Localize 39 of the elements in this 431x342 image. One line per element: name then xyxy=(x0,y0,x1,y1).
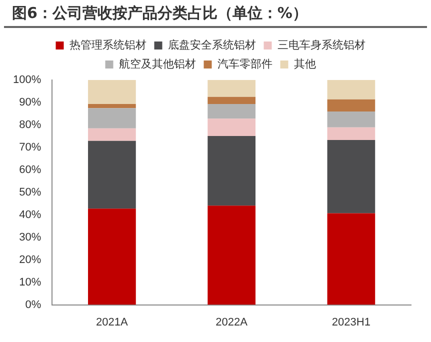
y-tick-label: 0% xyxy=(25,298,42,311)
bar xyxy=(208,80,256,97)
legend-label: 三电车身系统铝材 xyxy=(277,38,366,52)
legend-label: 汽车零部件 xyxy=(217,58,272,71)
y-tick-label: 100% xyxy=(12,74,42,86)
y-tick-label: 10% xyxy=(19,276,42,288)
bar xyxy=(327,213,376,305)
bar xyxy=(208,206,256,305)
legend-label: 热管理系统铝材 xyxy=(69,38,146,52)
chart-title: 图6：公司营收按产品分类占比（单位：%） xyxy=(4,0,427,28)
bar xyxy=(88,104,136,108)
legend-label: 其他 xyxy=(294,58,316,71)
bar xyxy=(327,80,376,100)
bar xyxy=(327,111,376,128)
legend-label: 底盘安全系统铝材 xyxy=(168,38,256,52)
x-tick-label: 2023H1 xyxy=(332,316,370,328)
bar xyxy=(208,118,256,136)
bar xyxy=(88,140,136,209)
bar xyxy=(88,208,136,305)
bar xyxy=(208,104,256,119)
bar xyxy=(327,127,376,140)
bar xyxy=(327,140,376,214)
bar xyxy=(88,108,136,128)
legend-label: 航空及其他铝材 xyxy=(118,58,196,71)
y-tick-label: 20% xyxy=(19,254,42,266)
bar xyxy=(208,96,256,104)
bar xyxy=(88,80,136,104)
bar xyxy=(327,99,376,112)
y-tick-label: 80% xyxy=(19,118,42,131)
y-tick-label: 60% xyxy=(19,164,42,176)
y-tick-label: 70% xyxy=(19,141,42,154)
y-tick-label: 90% xyxy=(19,96,42,109)
x-tick-label: 2021A xyxy=(96,316,129,328)
y-tick-label: 40% xyxy=(19,208,42,221)
bar xyxy=(88,128,136,141)
bar xyxy=(208,136,256,206)
y-tick-label: 30% xyxy=(19,231,42,244)
x-tick-label: 2022A xyxy=(216,316,248,328)
y-tick-label: 50% xyxy=(19,186,42,198)
